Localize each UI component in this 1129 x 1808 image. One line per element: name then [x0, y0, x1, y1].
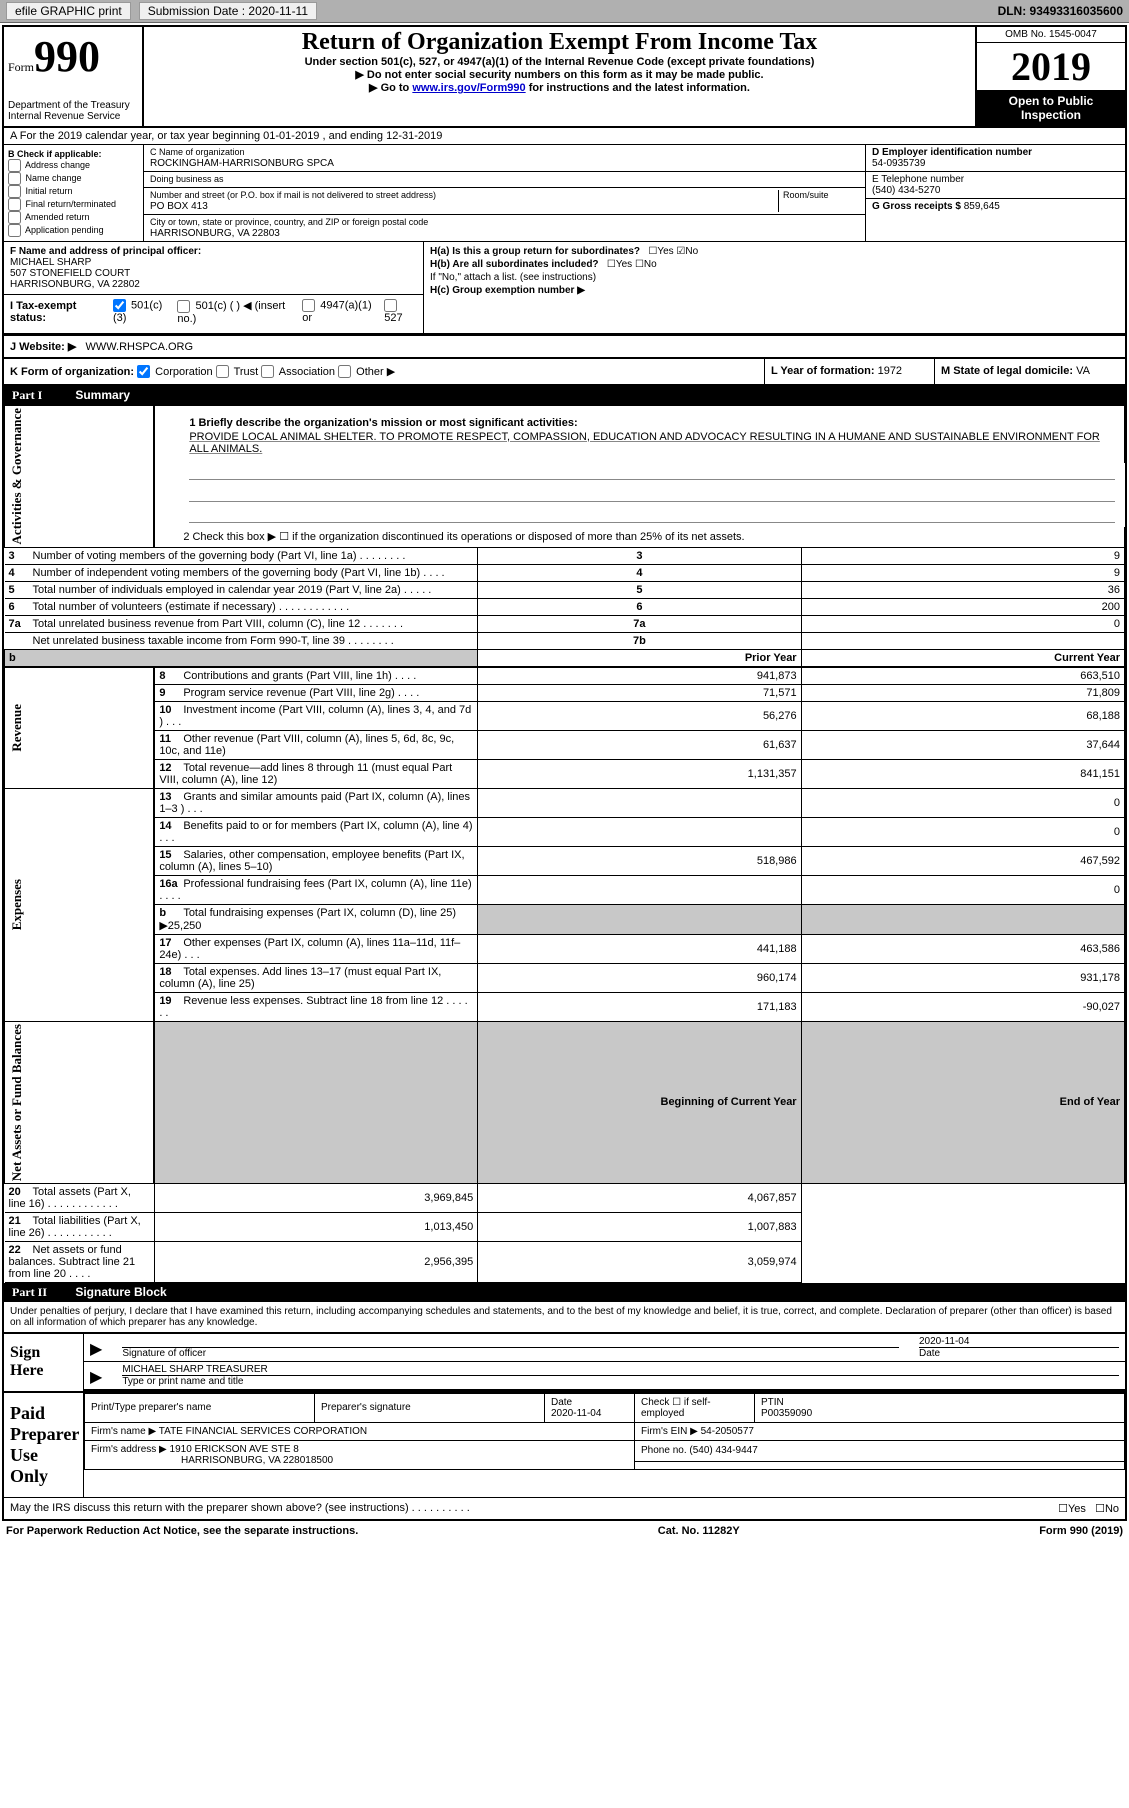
section-d-e-g: D Employer identification number54-09357…	[865, 145, 1125, 241]
section-h: H(a) Is this a group return for subordin…	[424, 242, 1125, 333]
chk-corp[interactable]	[137, 365, 150, 378]
section-k: K Form of organization: Corporation Trus…	[4, 359, 765, 385]
chk-final[interactable]	[8, 198, 21, 211]
chk-4947[interactable]	[302, 299, 315, 312]
ein: 54-0935739	[872, 158, 925, 169]
chk-assoc[interactable]	[261, 365, 274, 378]
governance-side: Activities & Governance	[9, 408, 25, 544]
goto-note: ▶ Go to www.irs.gov/Form990 for instruct…	[152, 81, 967, 94]
preparer-table: Print/Type preparer's name Preparer's si…	[84, 1393, 1125, 1470]
mission-text: PROVIDE LOCAL ANIMAL SHELTER. TO PROMOTE…	[189, 431, 1114, 455]
top-toolbar: efile GRAPHIC print Submission Date : 20…	[0, 0, 1129, 23]
page-footer: For Paperwork Reduction Act Notice, see …	[0, 1523, 1129, 1539]
dln: DLN: 93493316035600	[998, 4, 1123, 18]
chk-501c[interactable]	[177, 300, 190, 313]
net-side: Net Assets or Fund Balances	[9, 1024, 25, 1181]
section-l: L Year of formation: 1972	[765, 359, 935, 385]
firm-ein: 54-2050577	[701, 1426, 754, 1437]
section-f: F Name and address of principal officer:…	[4, 242, 424, 333]
officer-name: MICHAEL SHARP TREASURER	[122, 1364, 1119, 1375]
sign-here: Sign Here	[4, 1334, 84, 1391]
firm-name: TATE FINANCIAL SERVICES CORPORATION	[159, 1426, 367, 1437]
ptin: P00359090	[761, 1408, 812, 1419]
chk-527[interactable]	[384, 299, 397, 312]
org-address: PO BOX 413	[150, 201, 208, 212]
section-j: J Website: ▶ WWW.RHSPCA.ORG	[4, 335, 1125, 359]
part2-header: Part II Signature Block	[4, 1283, 1125, 1302]
chk-initial[interactable]	[8, 185, 21, 198]
section-c: C Name of organizationROCKINGHAM-HARRISO…	[144, 145, 865, 241]
section-b: B Check if applicable: Address change Na…	[4, 145, 144, 241]
ssn-note: ▶ Do not enter social security numbers o…	[152, 68, 967, 81]
chk-trust[interactable]	[216, 365, 229, 378]
website: WWW.RHSPCA.ORG	[86, 341, 194, 353]
chk-pending[interactable]	[8, 224, 21, 237]
chk-amended[interactable]	[8, 211, 21, 224]
form-id: Form990	[8, 31, 138, 82]
form-990: Form990 Department of the Treasury Inter…	[2, 25, 1127, 1521]
org-name: ROCKINGHAM-HARRISONBURG SPCA	[150, 158, 334, 169]
summary-table: Activities & Governance 1 Briefly descri…	[4, 405, 1125, 1283]
phone: (540) 434-5270	[872, 185, 940, 196]
efile-button[interactable]: efile GRAPHIC print	[6, 2, 131, 20]
tax-year: 2019	[977, 43, 1125, 90]
open-to-public: Open to Public Inspection	[977, 90, 1125, 126]
omb-number: OMB No. 1545-0047	[977, 27, 1125, 43]
chk-name[interactable]	[8, 172, 21, 185]
form-subtitle: Under section 501(c), 527, or 4947(a)(1)…	[152, 56, 967, 68]
part1-header: Part I Summary	[4, 386, 1125, 405]
chk-address[interactable]	[8, 159, 21, 172]
submission-date: Submission Date : 2020-11-11	[139, 2, 317, 20]
chk-501c3[interactable]	[113, 299, 126, 312]
prep-phone: (540) 434-9447	[689, 1445, 757, 1456]
irs-link[interactable]: www.irs.gov/Form990	[412, 82, 525, 94]
form-title: Return of Organization Exempt From Incom…	[152, 29, 967, 56]
dept-treasury: Department of the Treasury Internal Reve…	[8, 100, 138, 122]
section-m: M State of legal domicile: VA	[935, 359, 1125, 385]
chk-other[interactable]	[338, 365, 351, 378]
org-city: HARRISONBURG, VA 22803	[150, 228, 280, 239]
period-line: A For the 2019 calendar year, or tax yea…	[4, 128, 1125, 145]
declaration: Under penalties of perjury, I declare th…	[4, 1302, 1125, 1332]
discuss-row: May the IRS discuss this return with the…	[4, 1497, 1125, 1519]
gross-receipts: 859,645	[964, 201, 1000, 212]
paid-preparer: Paid Preparer Use Only	[4, 1393, 84, 1497]
section-i-label: I Tax-exempt status:	[10, 300, 105, 324]
